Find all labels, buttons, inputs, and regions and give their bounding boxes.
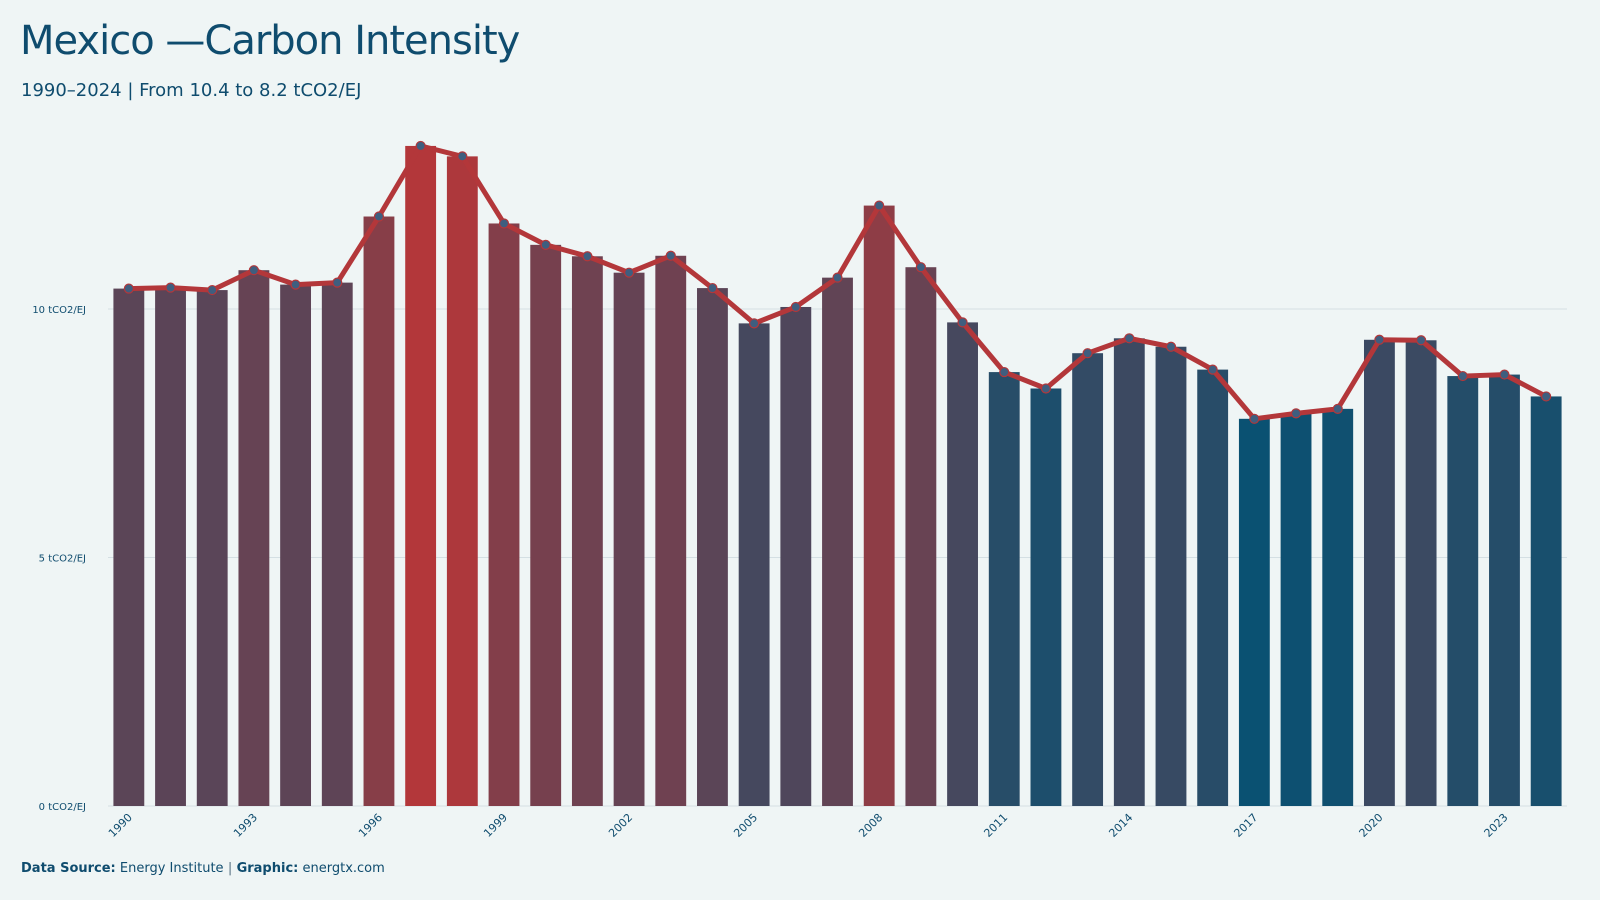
bar-1990 [113, 288, 145, 806]
y-tick-label: 5 tCO2/EJ [39, 553, 86, 564]
footer: Data Source: Energy Institute | Graphic:… [21, 861, 385, 876]
bar-2023 [1489, 374, 1520, 806]
marker-2013 [1082, 348, 1093, 359]
source-label: Data Source: [21, 861, 116, 876]
bar-2014 [1113, 338, 1145, 806]
x-axis-ticks: 1990 1993 1996 1999 2002 2005 2008 2011 2014 2017… [106, 811, 1511, 840]
x-tick-label: 2011 [981, 811, 1010, 840]
y-axis-ticks: 0 tCO2/EJ 5 tCO2/EJ 10 tCO2/EJ [32, 305, 86, 813]
marker-2005 [749, 318, 760, 329]
marker-2017 [1249, 413, 1260, 424]
x-tick-label: 2020 [1357, 811, 1386, 840]
bar-1993 [238, 270, 270, 806]
marker-2001 [582, 251, 593, 262]
graphic-label: Graphic: [236, 861, 299, 876]
bar-2009 [905, 267, 937, 806]
bar-2005 [738, 323, 770, 806]
marker-2012 [1040, 383, 1052, 394]
bar-2002 [613, 272, 645, 806]
bar-1999 [488, 223, 520, 806]
bar-1995 [321, 282, 353, 806]
chart-subtitle: 1990–2024 | From 10.4 to 8.2 tCO2/EJ [21, 80, 362, 101]
marker-2019 [1332, 403, 1343, 414]
bar-2011 [988, 372, 1020, 806]
bar-2003 [655, 255, 687, 806]
bar-1994 [280, 284, 312, 806]
marker-1991 [165, 282, 176, 293]
marker-2022 [1457, 370, 1468, 382]
bar-2013 [1072, 353, 1104, 806]
bar-2020 [1363, 339, 1395, 806]
marker-2015 [1165, 341, 1177, 352]
bar-1991 [155, 287, 186, 807]
marker-1995 [332, 277, 343, 288]
bar-2024 [1530, 396, 1562, 806]
marker-2014 [1124, 333, 1135, 344]
source-value: Energy Institute [119, 861, 224, 876]
bar-2018 [1280, 413, 1312, 806]
marker-2006 [790, 301, 801, 313]
marker-2009 [915, 262, 926, 273]
x-tick-label: 2008 [856, 811, 885, 840]
marker-1998 [457, 151, 468, 162]
x-tick-label: 1999 [481, 811, 510, 840]
marker-2023 [1499, 369, 1510, 380]
bar-2021 [1405, 340, 1437, 806]
bar-2012 [1030, 388, 1062, 806]
marker-1994 [290, 279, 301, 290]
bar-2022 [1447, 376, 1479, 806]
x-tick-label: 2017 [1231, 811, 1260, 840]
bar-2004 [697, 288, 728, 806]
bar-1996 [363, 216, 395, 807]
bar-2007 [822, 277, 853, 806]
marker-2000 [540, 239, 551, 250]
bar-1998 [446, 156, 478, 807]
marker-1992 [207, 284, 218, 296]
marker-1990 [123, 283, 134, 294]
marker-2002 [623, 267, 635, 278]
x-tick-label: 1993 [231, 811, 260, 840]
marker-2016 [1207, 364, 1218, 375]
marker-2007 [832, 272, 843, 283]
marker-1997 [415, 140, 426, 152]
x-tick-label: 1996 [356, 811, 385, 840]
marker-2004 [707, 282, 718, 294]
marker-2021 [1415, 335, 1427, 346]
marker-2003 [665, 250, 676, 261]
marker-1993 [248, 265, 259, 276]
bar-2015 [1155, 346, 1187, 806]
y-tick-label: 10 tCO2/EJ [32, 305, 86, 316]
bar-2006 [780, 306, 812, 806]
x-tick-label: 2023 [1482, 811, 1511, 840]
marker-1996 [373, 211, 385, 222]
bar-2001 [571, 256, 603, 806]
bar-2016 [1197, 369, 1229, 806]
marker-2020 [1374, 334, 1385, 345]
marker-2010 [957, 317, 968, 328]
chart-title: Mexico —Carbon Intensity [20, 18, 520, 64]
bar-1992 [196, 290, 228, 806]
marker-2024 [1541, 391, 1552, 402]
bar-2008 [863, 205, 895, 807]
footer-separator: | [227, 861, 233, 876]
bar-2017 [1238, 418, 1270, 806]
graphic-value: energtx.com [302, 861, 385, 876]
bar-2010 [947, 322, 978, 806]
bar-2019 [1322, 408, 1354, 806]
y-tick-label: 0 tCO2/EJ [39, 802, 86, 813]
bar-1997 [405, 145, 437, 806]
marker-2011 [999, 366, 1010, 378]
x-tick-label: 2002 [606, 811, 635, 840]
marker-2018 [1290, 408, 1302, 419]
x-tick-label: 2005 [731, 811, 760, 840]
marker-1999 [498, 218, 510, 229]
bars [113, 145, 1562, 807]
trend-markers [123, 140, 1552, 424]
bar-2000 [530, 244, 562, 806]
x-tick-label: 1990 [106, 811, 135, 840]
marker-2008 [874, 200, 885, 211]
x-tick-label: 2014 [1106, 811, 1135, 840]
